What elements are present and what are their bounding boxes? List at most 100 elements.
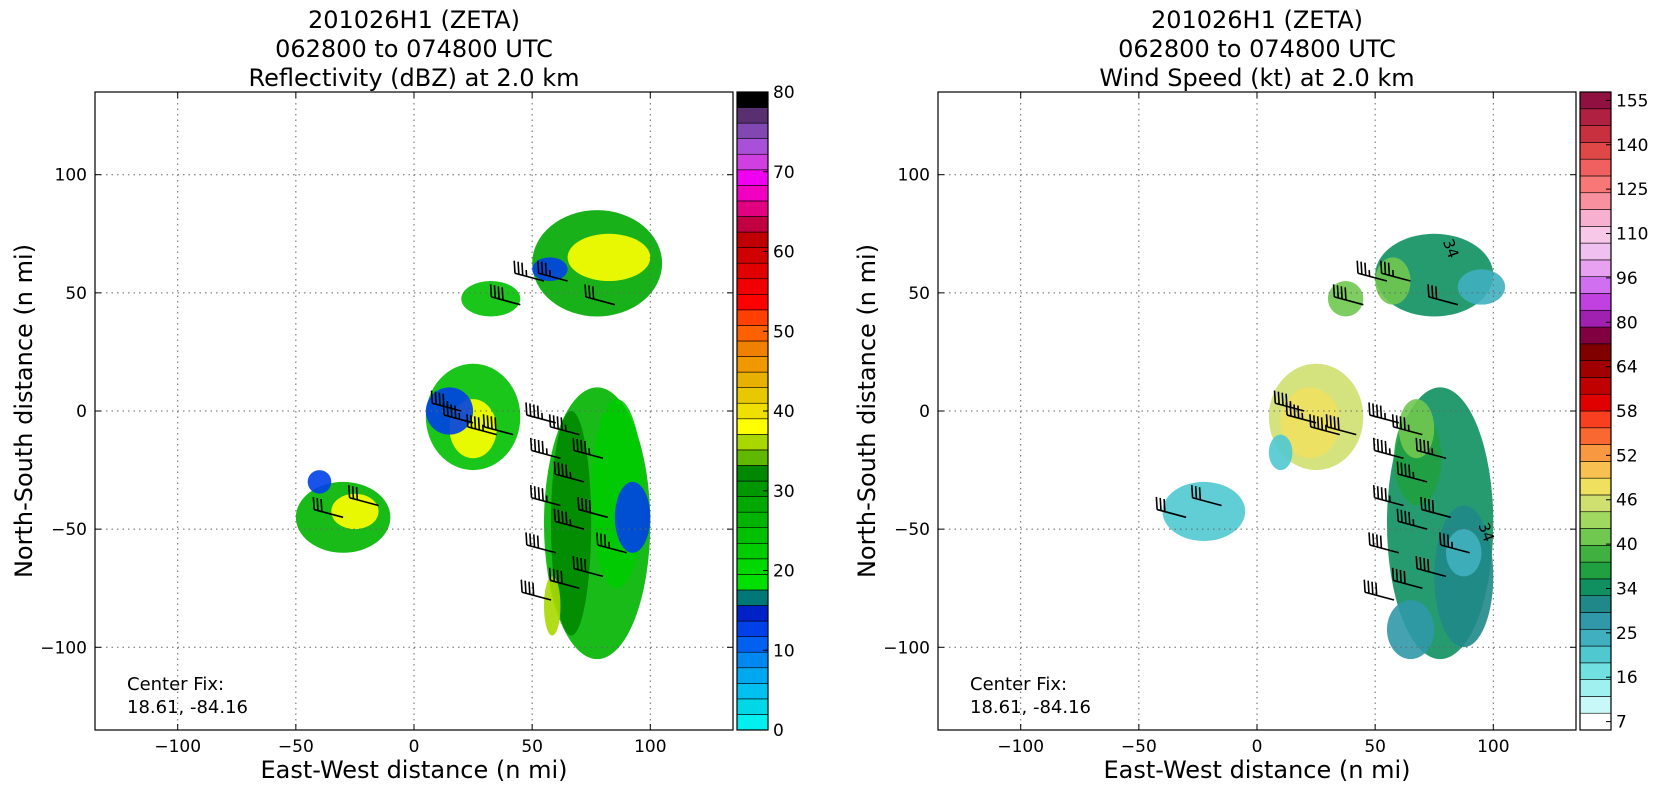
barb-staff <box>1374 449 1404 460</box>
x-tick-label: 100 <box>634 737 666 757</box>
colorbar-swatch <box>1579 578 1612 596</box>
data-region <box>532 257 568 282</box>
x-tick-label: 0 <box>409 737 420 757</box>
barb-staff <box>1310 426 1340 436</box>
barb-flag <box>1420 496 1423 510</box>
barb-flag <box>544 262 548 276</box>
barb-flag <box>1399 569 1402 583</box>
barb-staff <box>1440 544 1470 554</box>
barb-flag <box>1313 415 1316 428</box>
barb-flag <box>1368 532 1371 546</box>
barb-flag <box>576 557 579 570</box>
barb-staff <box>467 426 497 436</box>
barb-flag <box>532 534 536 548</box>
barb-staff <box>538 272 568 282</box>
data-region <box>1446 529 1482 577</box>
barb-flag <box>572 555 575 569</box>
colorbar-swatch <box>736 480 769 497</box>
data-region <box>307 470 332 494</box>
y-tick-label: −50 <box>51 520 87 540</box>
barb-flag <box>486 415 489 428</box>
y-tick-label: −100 <box>40 638 87 658</box>
barb-half-flag <box>1412 519 1415 526</box>
barb-staff <box>550 426 580 436</box>
wind-barb <box>1396 508 1428 530</box>
barb-staff <box>554 473 585 483</box>
wind-barb <box>489 284 521 306</box>
barb-flag <box>497 286 500 300</box>
barb-flag <box>489 284 493 297</box>
y-tick-label: −50 <box>894 520 930 540</box>
barb-flag <box>548 567 552 581</box>
barb-flag <box>1372 403 1375 417</box>
colorbar-swatch <box>1579 259 1612 277</box>
y-axis-label: North-South distance (n mi) <box>10 244 38 578</box>
colorbar-swatch <box>736 153 769 171</box>
data-region <box>1386 600 1435 660</box>
barb-flag <box>528 581 531 595</box>
barb-flag <box>580 558 583 571</box>
data-region <box>1457 269 1506 305</box>
wind-barb <box>577 496 608 519</box>
barb-staff <box>1327 426 1357 436</box>
wind-barb <box>348 485 379 507</box>
barb-flag <box>584 440 587 454</box>
barb-flag <box>533 438 537 452</box>
barb-flag <box>316 497 319 511</box>
barb-flag <box>1155 496 1158 510</box>
wind-barb <box>430 390 462 412</box>
colorbar-swatch <box>736 91 769 108</box>
colorbar-swatch <box>736 620 769 637</box>
barb-flag <box>320 498 323 512</box>
barb-flag <box>1399 416 1402 429</box>
barb-flag <box>521 262 524 276</box>
barb-half-flag <box>549 270 552 277</box>
barb-staff <box>1416 449 1447 460</box>
barb-flag <box>553 508 556 522</box>
barb-flag <box>541 440 544 454</box>
barb-flag <box>442 393 445 407</box>
barb-flag <box>1194 486 1198 499</box>
y-tick-label: 100 <box>898 166 930 186</box>
barb-flag <box>477 417 481 431</box>
barb-flag <box>532 582 535 596</box>
barb-flag <box>355 487 359 500</box>
barb-flag <box>552 568 556 582</box>
colorbar-swatch <box>736 309 769 326</box>
barb-flag <box>1391 414 1395 427</box>
colorbar-tick-label: 60 <box>773 243 795 263</box>
barb-flag <box>572 437 575 451</box>
barb-half-flag <box>1325 424 1327 432</box>
y-tick-label: −100 <box>883 638 930 658</box>
colorbar-swatch <box>736 356 769 373</box>
barb-flag <box>434 391 437 405</box>
barb-half-flag <box>545 495 548 502</box>
barb-flag <box>1376 438 1380 452</box>
colorbar-swatch <box>736 138 769 155</box>
barb-flag <box>1435 286 1438 300</box>
wind-barb <box>525 532 556 554</box>
barb-staff <box>521 591 552 601</box>
barb-flag <box>588 500 592 513</box>
barb-half-flag <box>608 541 611 549</box>
barb-flag <box>529 403 532 417</box>
barb-flag <box>312 496 315 510</box>
barb-flag <box>1379 535 1383 549</box>
data-region <box>614 481 651 553</box>
colorbar-swatch <box>736 325 769 342</box>
barb-flag <box>525 532 528 546</box>
wind-barb <box>1396 461 1428 483</box>
colorbar-swatch <box>736 340 769 357</box>
barb-staff <box>1393 579 1423 589</box>
barb-flag <box>1159 497 1162 511</box>
y-tick-label: 0 <box>919 402 930 422</box>
chart-title-line: Wind Speed (kt) at 2.0 km <box>1099 64 1414 92</box>
wind-barb <box>1372 437 1404 460</box>
colorbar-swatch <box>1579 326 1612 345</box>
wind-barb <box>1309 414 1340 436</box>
wind-barb <box>513 260 545 282</box>
wind-barb <box>1427 284 1459 306</box>
barb-staff <box>1397 473 1428 483</box>
barb-half-flag <box>569 471 572 479</box>
